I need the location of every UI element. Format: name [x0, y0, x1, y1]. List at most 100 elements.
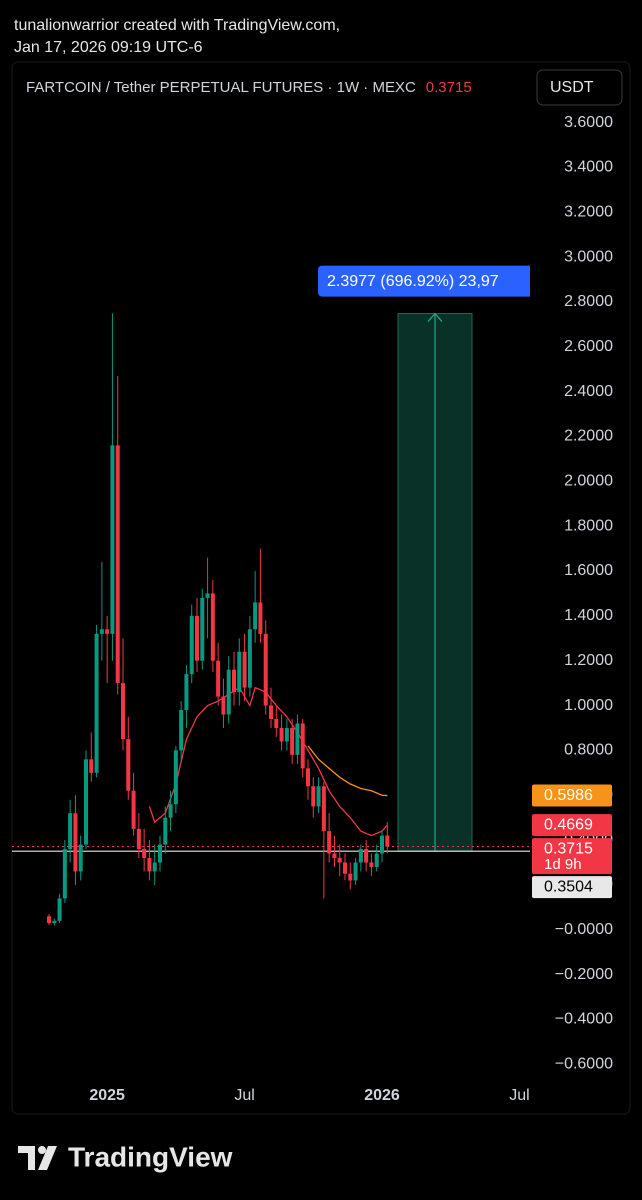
candle-body — [89, 759, 94, 773]
y-tick-label: 1.4000 — [564, 607, 613, 624]
candle-body — [221, 696, 226, 715]
candle-body — [385, 835, 390, 847]
measure-label: 2.3977 (696.92%) 23,97 — [327, 273, 499, 290]
y-tick-label: 3.4000 — [564, 159, 613, 176]
candle-body — [316, 786, 321, 807]
date-line: Jan 17, 2026 09:19 UTC-6 — [14, 39, 203, 56]
currency: USDT — [550, 79, 594, 96]
candle-body — [68, 813, 73, 850]
candle-body — [226, 669, 231, 715]
candle-body — [274, 718, 279, 728]
axes: 3.6000 3.4000 3.2000 3.0000 2.8000 2.6000 2.40… — [89, 114, 613, 1104]
candle-body — [73, 813, 78, 872]
candle-body — [121, 683, 125, 740]
candle-body — [136, 828, 141, 850]
candle-body — [253, 602, 258, 630]
candle-body — [105, 629, 110, 634]
y-tick-label: 3.6000 — [564, 114, 613, 131]
candle-body — [47, 916, 51, 924]
chart-panel — [11, 61, 631, 1115]
price-label: 0.5986 — [544, 787, 593, 804]
y-tick-label: 1.6000 — [564, 562, 613, 579]
y-tick-label: 2.8000 — [564, 293, 613, 310]
price-countdown: 1d 9h — [544, 856, 582, 873]
candle-body — [337, 858, 342, 863]
logo-part — [38, 1146, 46, 1154]
candle-body — [380, 835, 384, 854]
candle-body — [364, 849, 369, 863]
candle-body — [311, 786, 316, 807]
candle-body — [94, 633, 99, 773]
measure-label-box — [318, 265, 530, 297]
candle-body — [158, 844, 162, 863]
last-price: 0.3715 — [426, 79, 472, 96]
price-label: 0.4669 — [544, 816, 593, 833]
candle-body — [131, 790, 136, 829]
y-tick-label: 2.0000 — [564, 473, 613, 490]
candle-body — [110, 445, 115, 634]
candle-body — [279, 727, 284, 742]
candle-body — [200, 597, 205, 661]
y-tick-label: 1.0000 — [564, 697, 613, 714]
candle-body — [189, 615, 194, 675]
y-tick-label: −0.6000 — [555, 1056, 613, 1073]
y-tick-label: 1.8000 — [564, 517, 613, 534]
candle-body — [126, 739, 131, 791]
candle-body — [210, 593, 215, 661]
moving-average — [307, 745, 388, 797]
symbol-title: FARTCOIN / Tether PERPETUAL FUTURES · 1W… — [26, 79, 416, 96]
candle-body — [62, 849, 67, 899]
candle-body — [321, 786, 326, 832]
brand: TradingView — [68, 1141, 233, 1172]
y-tick-label: 3.0000 — [564, 248, 613, 265]
candle-body — [163, 817, 168, 845]
candle-body — [205, 593, 210, 598]
candle-body — [142, 849, 147, 859]
plot: 2.3977 (696.92%) 23,97 — [12, 265, 530, 926]
candle-body — [348, 873, 353, 881]
candle-body — [173, 750, 178, 805]
candle-body — [258, 602, 263, 634]
candle-body — [327, 831, 332, 854]
candle-body — [147, 858, 152, 872]
candle-body — [284, 727, 289, 742]
y-tick-label: −0.0000 — [555, 921, 613, 938]
footer-logo — [18, 1146, 57, 1170]
candle-body — [263, 633, 268, 706]
candle-body — [84, 759, 88, 845]
candle-body — [195, 615, 199, 661]
candle-body — [99, 629, 104, 634]
candle-body — [237, 651, 242, 693]
price-label: 0.3715 — [544, 840, 593, 857]
candle-body — [332, 853, 337, 859]
candle-body — [295, 723, 300, 755]
y-tick-label: 2.4000 — [564, 383, 613, 400]
y-tick-label: 2.2000 — [564, 428, 613, 445]
measure-arrowhead — [427, 312, 443, 322]
logo-part — [38, 1146, 57, 1170]
author-line: tunalionwarrior created with TradingView… — [14, 17, 340, 34]
candle-body — [232, 669, 236, 693]
candle-body — [358, 849, 363, 863]
x-tick-label: Jul — [509, 1087, 529, 1104]
candle-body — [300, 723, 305, 769]
candle-body — [216, 660, 221, 697]
y-tick-label: −0.2000 — [555, 966, 613, 983]
price-label-box — [532, 838, 612, 875]
candle-body — [306, 768, 310, 787]
price-label-box — [532, 784, 612, 807]
candle-body — [269, 705, 273, 719]
candle-body — [242, 651, 247, 688]
candle-body — [52, 920, 57, 924]
candle-body — [290, 727, 295, 755]
candle-body — [184, 674, 189, 711]
candle-body — [353, 862, 358, 881]
candle-body — [115, 445, 120, 684]
candle-body — [247, 629, 252, 688]
y-tick-label: −0.4000 — [555, 1011, 613, 1028]
price-label-box — [532, 814, 612, 837]
candle-body — [369, 862, 374, 867]
currency-button[interactable] — [536, 69, 623, 106]
